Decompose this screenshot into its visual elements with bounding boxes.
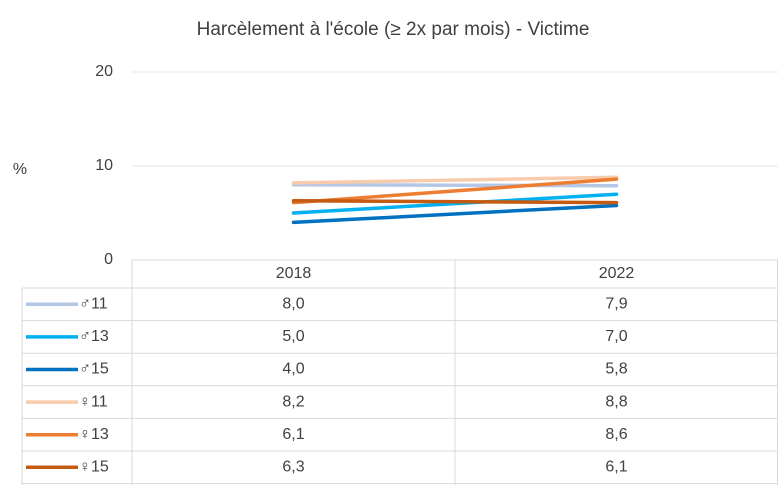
table-value: 7,9 bbox=[605, 296, 627, 313]
table-value: 8,2 bbox=[282, 393, 304, 410]
table-value: 8,6 bbox=[605, 426, 627, 443]
x-tick-label: 2022 bbox=[599, 265, 635, 282]
line bbox=[291, 192, 619, 215]
legend-label: ♀13 bbox=[79, 426, 109, 443]
line bbox=[291, 175, 619, 185]
table-value: 5,8 bbox=[605, 361, 627, 378]
line bbox=[291, 183, 619, 188]
line bbox=[291, 203, 619, 225]
y-tick-label: 10 bbox=[95, 157, 113, 174]
table-value: 6,1 bbox=[282, 426, 304, 443]
table-value: 6,1 bbox=[605, 459, 627, 476]
y-axis-label: % bbox=[13, 161, 27, 178]
legend-label: ♀11 bbox=[79, 393, 108, 410]
legend-label: ♂11 bbox=[79, 296, 108, 313]
table-value: 5,0 bbox=[282, 328, 304, 345]
chart-title: Harcèlement à l'école (≥ 2x par mois) - … bbox=[197, 19, 590, 40]
legend-label: ♀15 bbox=[79, 459, 109, 476]
table-value: 6,3 bbox=[282, 459, 304, 476]
y-tick-label: 20 bbox=[95, 63, 113, 80]
table-value: 4,0 bbox=[282, 361, 304, 378]
line bbox=[291, 199, 619, 205]
legend-label: ♂13 bbox=[79, 328, 109, 345]
line bbox=[291, 177, 619, 205]
y-tick-label: 0 bbox=[104, 251, 113, 268]
table-value: 7,0 bbox=[605, 328, 627, 345]
table-value: 8,8 bbox=[605, 393, 627, 410]
table-value: 8,0 bbox=[282, 296, 304, 313]
x-tick-label: 2018 bbox=[276, 265, 312, 282]
legend-label: ♂15 bbox=[79, 361, 109, 378]
